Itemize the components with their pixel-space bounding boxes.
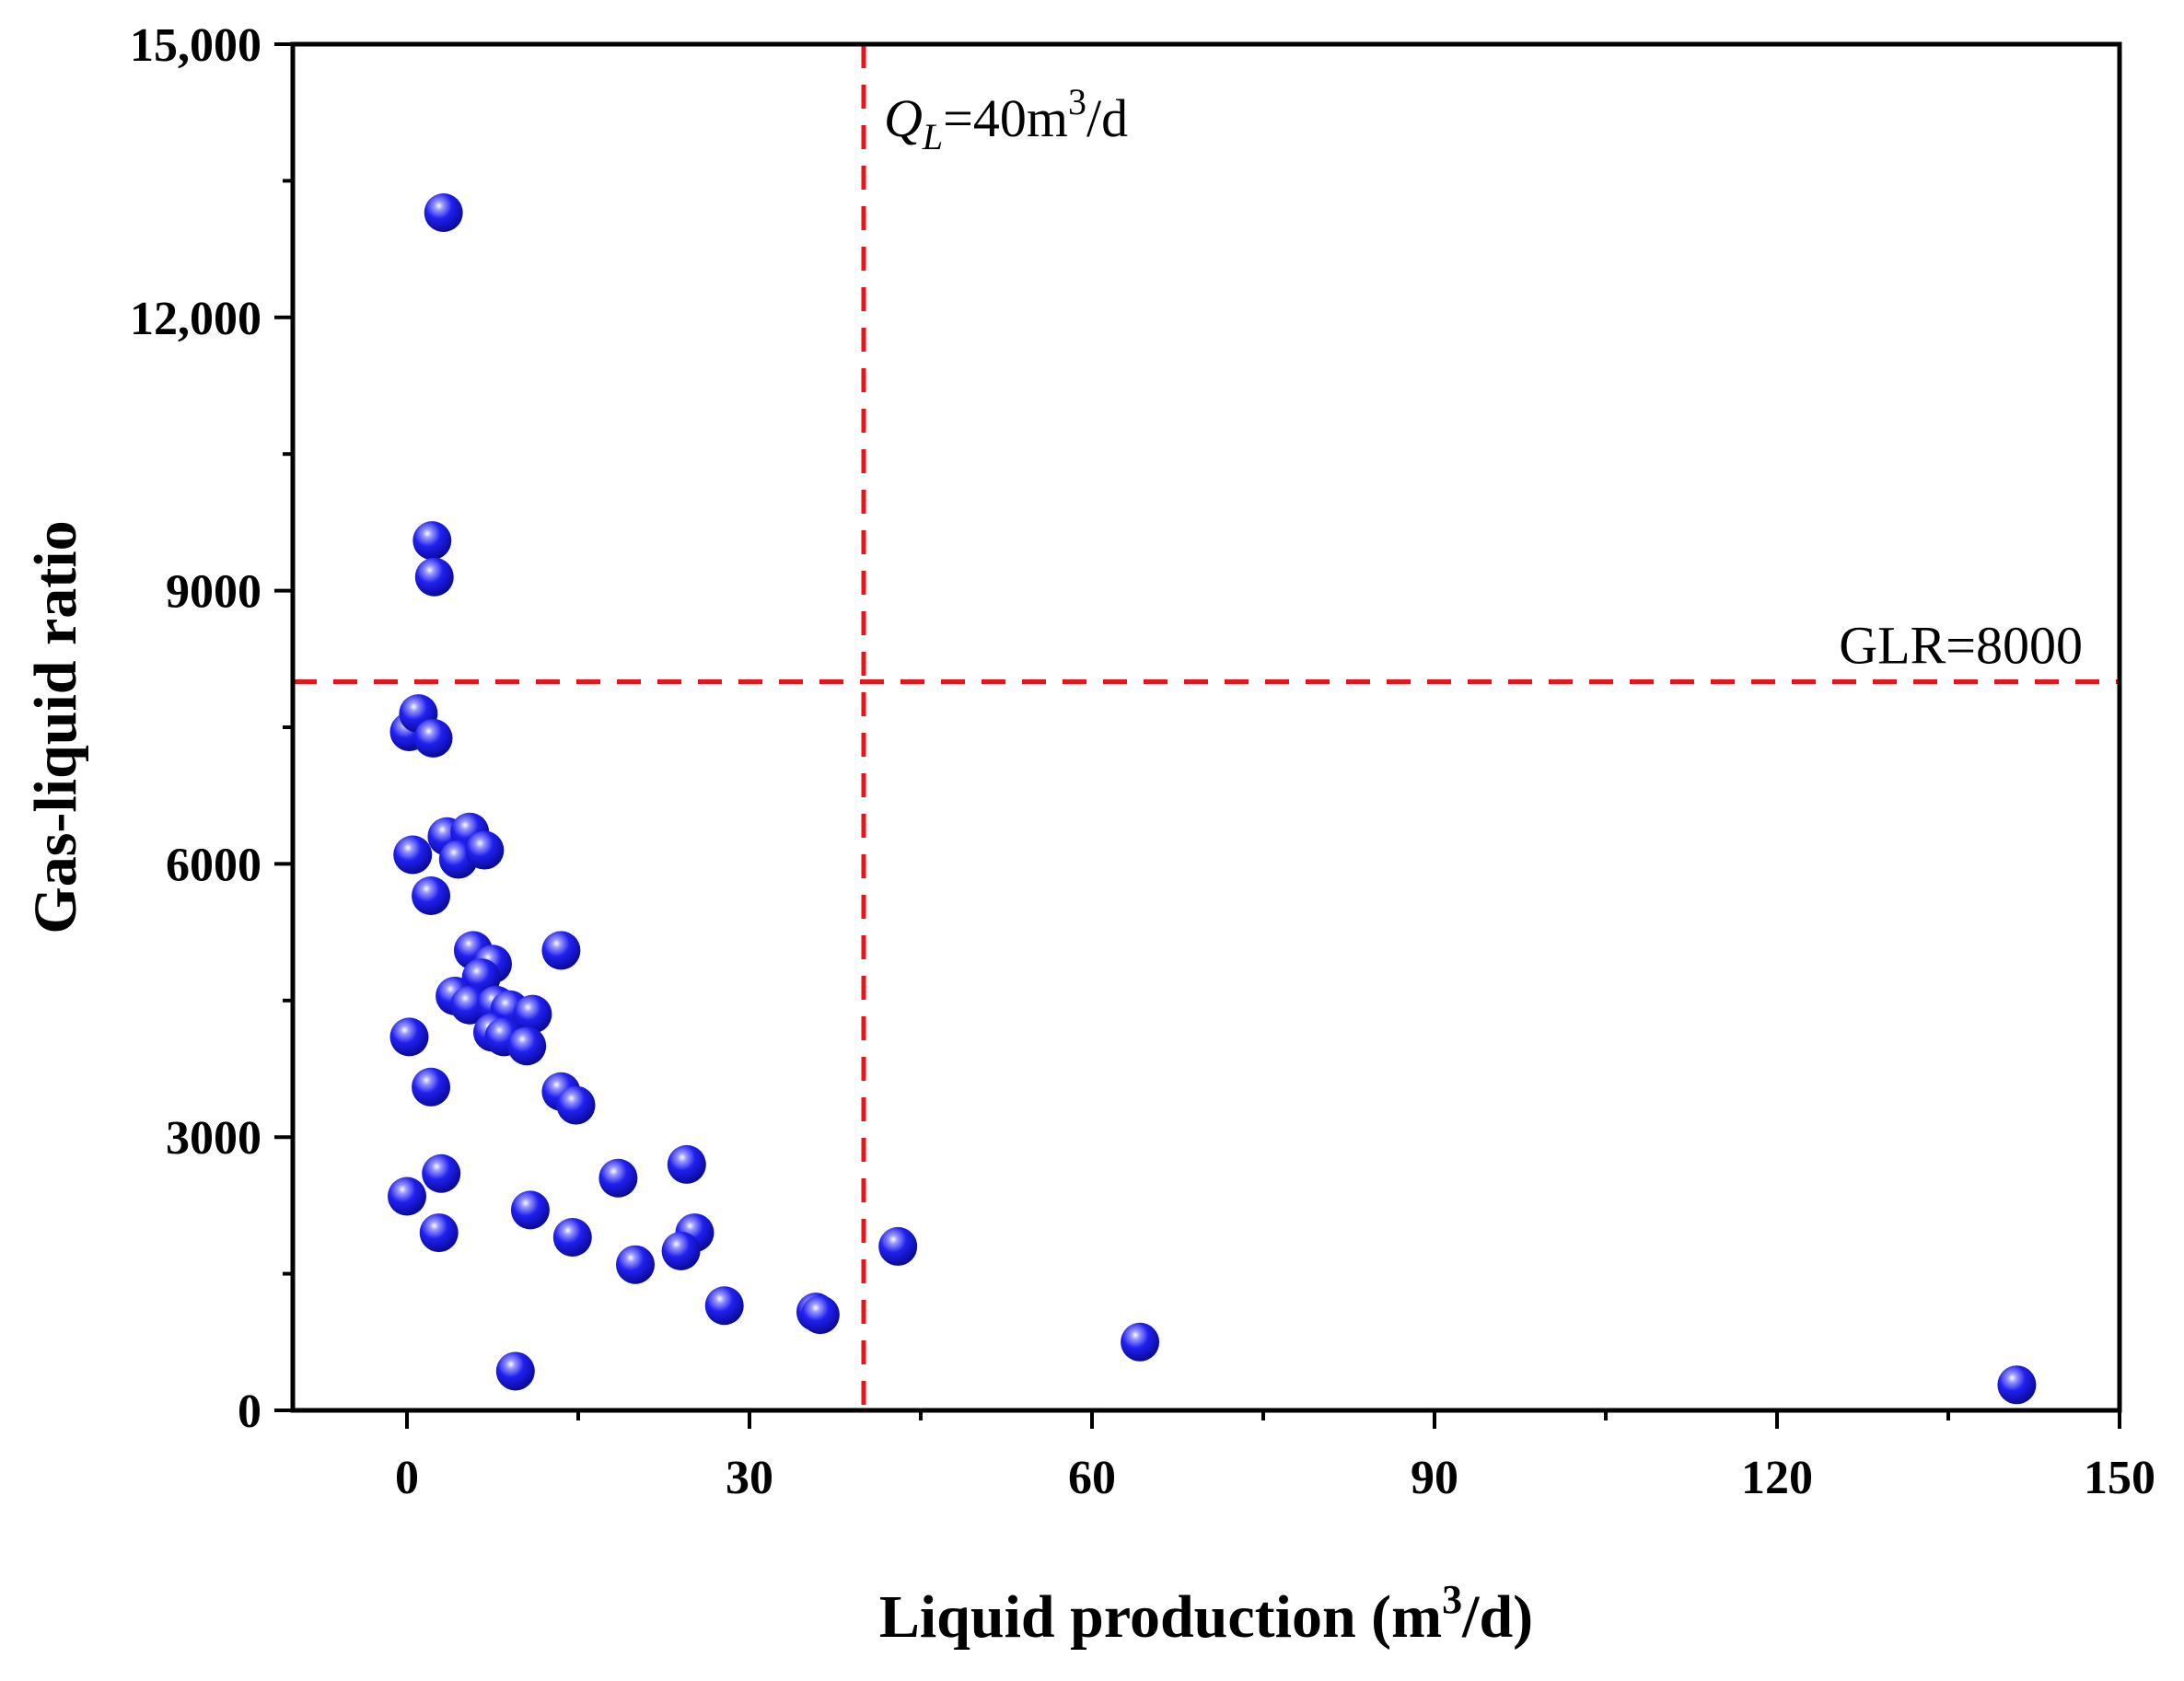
x-tick-label: 120 bbox=[1741, 1452, 1813, 1504]
vertical-line-label-sub: L bbox=[922, 116, 943, 157]
data-point bbox=[412, 521, 452, 561]
reference-lines bbox=[293, 44, 2120, 1410]
data-point bbox=[412, 1067, 451, 1107]
vertical-line-label-end: /d bbox=[1086, 88, 1128, 148]
data-point bbox=[422, 1154, 461, 1193]
y-axis-title: Gas-liquid ratio bbox=[22, 520, 89, 933]
x-axis-title-sup: 3 bbox=[1442, 1577, 1462, 1622]
axis-ticks bbox=[274, 42, 2121, 1429]
data-point bbox=[667, 1144, 706, 1184]
plot-frame bbox=[290, 41, 2122, 1413]
tick-labels: 0 30 60 90 120 150 0 3000 6000 9000 12,000 15,000 bbox=[130, 19, 2155, 1504]
data-point bbox=[495, 1351, 535, 1391]
data-point bbox=[388, 1177, 426, 1216]
data-point bbox=[704, 1286, 744, 1326]
y-tick-label: 0 bbox=[238, 1385, 261, 1438]
y-tick-label: 12,000 bbox=[130, 293, 261, 345]
data-point bbox=[556, 1085, 596, 1125]
data-point bbox=[598, 1158, 638, 1198]
y-tick-label: 3000 bbox=[166, 1112, 261, 1165]
x-tick-label: 90 bbox=[1411, 1452, 1458, 1504]
data-point bbox=[510, 1190, 550, 1230]
data-point bbox=[1997, 1365, 2037, 1405]
y-tick-label: 6000 bbox=[166, 839, 261, 891]
x-axis-title-end: /d) bbox=[1461, 1583, 1533, 1651]
data-point bbox=[465, 830, 505, 870]
data-point bbox=[507, 1026, 547, 1066]
vertical-line-label-mid: =40m bbox=[943, 88, 1068, 148]
x-tick-label: 150 bbox=[2084, 1452, 2155, 1504]
data-point bbox=[412, 876, 451, 916]
data-point bbox=[878, 1226, 918, 1266]
horizontal-line-label: GLR=8000 bbox=[1839, 616, 2083, 676]
data-point bbox=[419, 1213, 459, 1253]
y-tick-label: 15,000 bbox=[130, 19, 261, 72]
data-point bbox=[1121, 1322, 1160, 1362]
vertical-line-label-q: Q bbox=[884, 88, 923, 148]
data-point bbox=[552, 1218, 592, 1258]
data-point bbox=[616, 1245, 655, 1284]
x-tick-label: 0 bbox=[395, 1452, 419, 1504]
data-point bbox=[661, 1231, 701, 1270]
data-point bbox=[424, 193, 463, 233]
data-point bbox=[413, 718, 453, 758]
y-tick-label: 9000 bbox=[166, 566, 261, 619]
data-point bbox=[414, 557, 454, 597]
data-point bbox=[393, 835, 433, 875]
data-point bbox=[389, 1017, 429, 1057]
data-point bbox=[541, 931, 581, 970]
data-point bbox=[513, 994, 552, 1034]
x-axis-title-main: Liquid production (m bbox=[879, 1583, 1442, 1651]
data-point bbox=[800, 1295, 840, 1335]
x-tick-label: 30 bbox=[726, 1452, 773, 1504]
vertical-line-label-sup: 3 bbox=[1068, 81, 1086, 122]
x-axis-title: Liquid production (m3/d) bbox=[879, 1577, 1533, 1651]
vertical-line-label: QL=40m3/d bbox=[884, 81, 1128, 157]
x-tick-label: 60 bbox=[1068, 1452, 1116, 1504]
data-points bbox=[388, 193, 2037, 1405]
